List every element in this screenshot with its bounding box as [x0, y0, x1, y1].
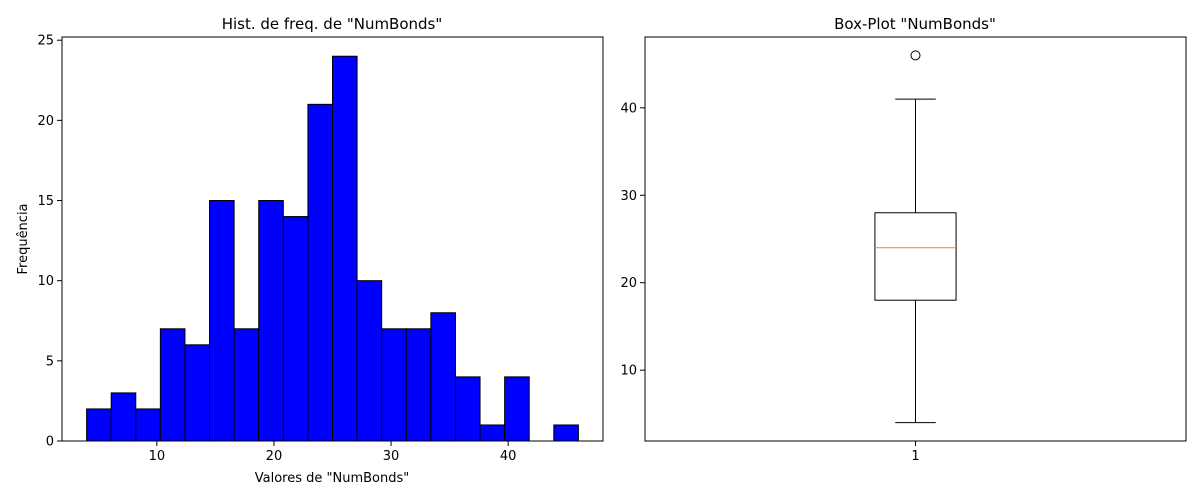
- boxplot-outlier-point: [910, 50, 921, 61]
- histogram-x-tick-label: 10: [149, 449, 166, 464]
- histogram-x-axis-label: Valores de "NumBonds": [255, 471, 409, 486]
- histogram-bars: [86, 55, 579, 442]
- boxplot-y-tick-label: 20: [620, 276, 637, 291]
- boxplot-y-tick-label: 40: [620, 101, 637, 116]
- histogram-y-ticks: 0 5 10 15 20 25: [37, 34, 62, 450]
- histogram-x-tick-label: 30: [383, 449, 400, 464]
- boxplot-y-ticks: 10 20 30 40: [620, 101, 645, 379]
- histogram-bar: [356, 280, 383, 442]
- histogram-bar: [258, 200, 284, 442]
- histogram-x-ticks: 10 20 30 40: [149, 441, 517, 464]
- boxplot-axes-frame: [644, 36, 1187, 442]
- histogram-bar: [135, 408, 161, 442]
- histogram-bar: [86, 408, 112, 442]
- boxplot-box: [874, 212, 957, 301]
- histogram-bar: [110, 392, 137, 442]
- histogram-axes-frame: [61, 36, 604, 442]
- histogram-panel: Hist. de freq. de "NumBonds" 10 20 30 40 0 5…: [16, 15, 604, 486]
- histogram-bar: [504, 376, 530, 442]
- boxplot-y-tick-label: 10: [620, 364, 637, 379]
- histogram-x-tick-label: 40: [500, 449, 517, 464]
- histogram-bar: [381, 328, 407, 442]
- histogram-bar: [332, 55, 358, 442]
- histogram-bar: [405, 328, 432, 442]
- histogram-bar: [159, 328, 186, 442]
- histogram-bar: [553, 424, 579, 442]
- boxplot-title: Box-Plot "NumBonds": [834, 15, 996, 33]
- histogram-y-tick-label: 10: [37, 274, 54, 289]
- histogram-y-tick-label: 15: [37, 194, 54, 209]
- boxplot-x-tick-label: 1: [911, 449, 919, 464]
- histogram-y-tick-label: 5: [46, 354, 54, 369]
- boxplot-y-tick-label: 30: [620, 189, 637, 204]
- histogram-bar: [184, 344, 211, 442]
- histogram-bar: [209, 200, 235, 442]
- boxplot-x-ticks: 1: [911, 441, 920, 464]
- histogram-y-tick-label: 25: [37, 34, 54, 49]
- histogram-bar: [233, 328, 260, 442]
- boxplot-panel: Box-Plot "NumBonds" 1 10 20 30 40: [620, 15, 1187, 464]
- histogram-bar: [282, 216, 309, 442]
- histogram-y-tick-label: 20: [37, 114, 54, 129]
- histogram-bar: [454, 376, 481, 442]
- boxplot-marks: [874, 50, 957, 424]
- histogram-y-axis-label: Frequência: [16, 203, 31, 274]
- histogram-x-tick-label: 20: [266, 449, 283, 464]
- histogram-title: Hist. de freq. de "NumBonds": [222, 15, 443, 33]
- histogram-bar: [430, 312, 456, 442]
- histogram-bar: [479, 424, 506, 442]
- histogram-bar: [307, 103, 333, 442]
- histogram-y-tick-label: 0: [46, 435, 54, 450]
